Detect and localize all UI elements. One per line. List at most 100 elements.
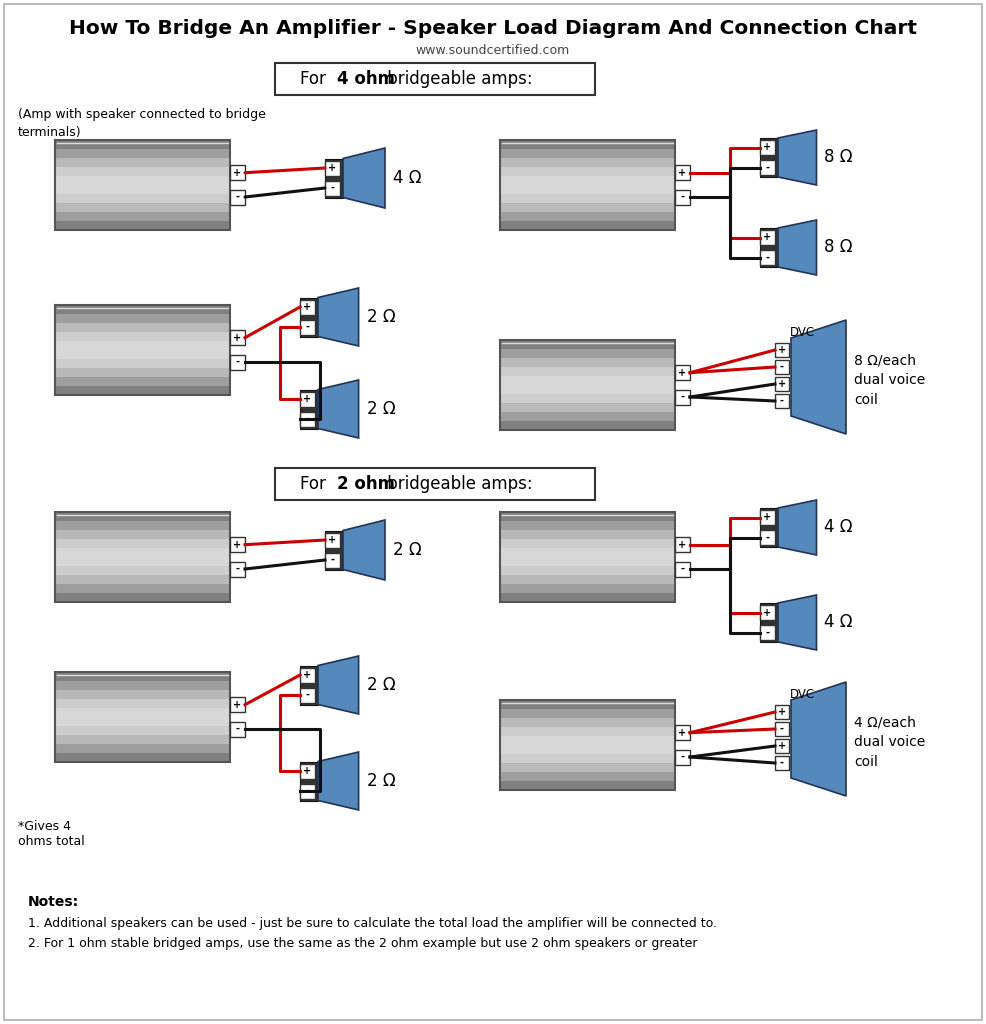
- Bar: [300, 319, 315, 335]
- Text: 4 Ω: 4 Ω: [824, 518, 853, 536]
- Bar: [56, 140, 229, 150]
- Bar: [760, 138, 778, 177]
- Bar: [501, 593, 674, 602]
- Bar: [56, 194, 229, 203]
- Bar: [56, 221, 229, 230]
- Bar: [230, 165, 245, 180]
- Text: +: +: [778, 379, 786, 389]
- Bar: [300, 666, 318, 705]
- Bar: [56, 566, 229, 575]
- Bar: [675, 165, 690, 180]
- Bar: [56, 753, 229, 762]
- Text: -: -: [680, 392, 684, 402]
- Bar: [501, 512, 674, 521]
- Text: +: +: [304, 302, 312, 312]
- Bar: [501, 176, 674, 185]
- Bar: [325, 530, 343, 569]
- Bar: [501, 167, 674, 176]
- Text: -: -: [680, 564, 684, 574]
- Bar: [500, 700, 675, 790]
- Bar: [501, 584, 674, 593]
- Bar: [55, 140, 230, 230]
- Text: 4 ohm: 4 ohm: [337, 70, 395, 88]
- Bar: [760, 140, 775, 155]
- Bar: [55, 140, 230, 230]
- Text: Notes:: Notes:: [28, 895, 79, 909]
- Text: +: +: [763, 607, 772, 617]
- Polygon shape: [778, 595, 816, 650]
- Text: 2 Ω: 2 Ω: [367, 772, 395, 790]
- Bar: [760, 250, 775, 265]
- Bar: [760, 510, 775, 525]
- Bar: [300, 298, 318, 337]
- Bar: [501, 557, 674, 566]
- Text: +: +: [328, 163, 336, 173]
- Text: *Gives 4
ohms total: *Gives 4 ohms total: [18, 820, 85, 848]
- Bar: [56, 368, 229, 377]
- Text: 1. Additional speakers can be used - just be sure to calculate the total load th: 1. Additional speakers can be used - jus…: [28, 918, 717, 930]
- Text: -: -: [330, 555, 334, 565]
- Text: +: +: [234, 333, 242, 343]
- Bar: [56, 341, 229, 350]
- Bar: [501, 349, 674, 358]
- Bar: [300, 762, 318, 801]
- Text: -: -: [780, 362, 784, 372]
- Bar: [56, 314, 229, 323]
- Bar: [501, 539, 674, 548]
- Polygon shape: [318, 656, 359, 714]
- Bar: [775, 739, 789, 753]
- Bar: [300, 389, 318, 428]
- Bar: [300, 668, 315, 683]
- Bar: [230, 561, 245, 577]
- Bar: [760, 625, 775, 640]
- Bar: [56, 305, 229, 314]
- Text: -: -: [236, 193, 240, 202]
- Bar: [275, 468, 595, 500]
- Bar: [56, 512, 229, 521]
- Text: +: +: [678, 728, 686, 737]
- Bar: [56, 726, 229, 735]
- Text: bridgeable amps:: bridgeable amps:: [382, 70, 532, 88]
- Bar: [56, 212, 229, 221]
- Bar: [501, 385, 674, 394]
- Bar: [675, 389, 690, 404]
- Bar: [56, 744, 229, 753]
- Bar: [56, 185, 229, 194]
- Text: -: -: [765, 628, 769, 638]
- Bar: [230, 722, 245, 736]
- Bar: [775, 722, 789, 736]
- Bar: [56, 593, 229, 602]
- Bar: [501, 566, 674, 575]
- Bar: [56, 557, 229, 566]
- Text: +: +: [763, 232, 772, 243]
- Text: For: For: [300, 70, 331, 88]
- Polygon shape: [343, 520, 385, 580]
- Bar: [56, 584, 229, 593]
- Text: DVC: DVC: [790, 326, 814, 339]
- Text: +: +: [778, 741, 786, 751]
- Bar: [56, 539, 229, 548]
- Bar: [56, 699, 229, 708]
- Text: +: +: [678, 368, 686, 378]
- Bar: [230, 330, 245, 345]
- Polygon shape: [778, 130, 816, 185]
- Text: 4 Ω: 4 Ω: [824, 613, 853, 631]
- Text: +: +: [234, 699, 242, 710]
- Text: -: -: [780, 396, 784, 406]
- Polygon shape: [791, 319, 846, 434]
- Text: +: +: [678, 540, 686, 550]
- Bar: [275, 63, 595, 95]
- Bar: [56, 332, 229, 341]
- Text: -: -: [306, 414, 310, 424]
- Bar: [501, 158, 674, 167]
- Bar: [760, 228, 778, 267]
- Bar: [56, 708, 229, 717]
- Bar: [501, 763, 674, 772]
- Bar: [501, 340, 674, 349]
- Bar: [56, 575, 229, 584]
- Bar: [56, 386, 229, 395]
- Text: (Amp with speaker connected to bridge
terminals): (Amp with speaker connected to bridge te…: [18, 108, 266, 139]
- Bar: [675, 366, 690, 380]
- Text: +: +: [678, 168, 686, 178]
- Text: 8 Ω/each
dual voice
coil: 8 Ω/each dual voice coil: [854, 353, 925, 407]
